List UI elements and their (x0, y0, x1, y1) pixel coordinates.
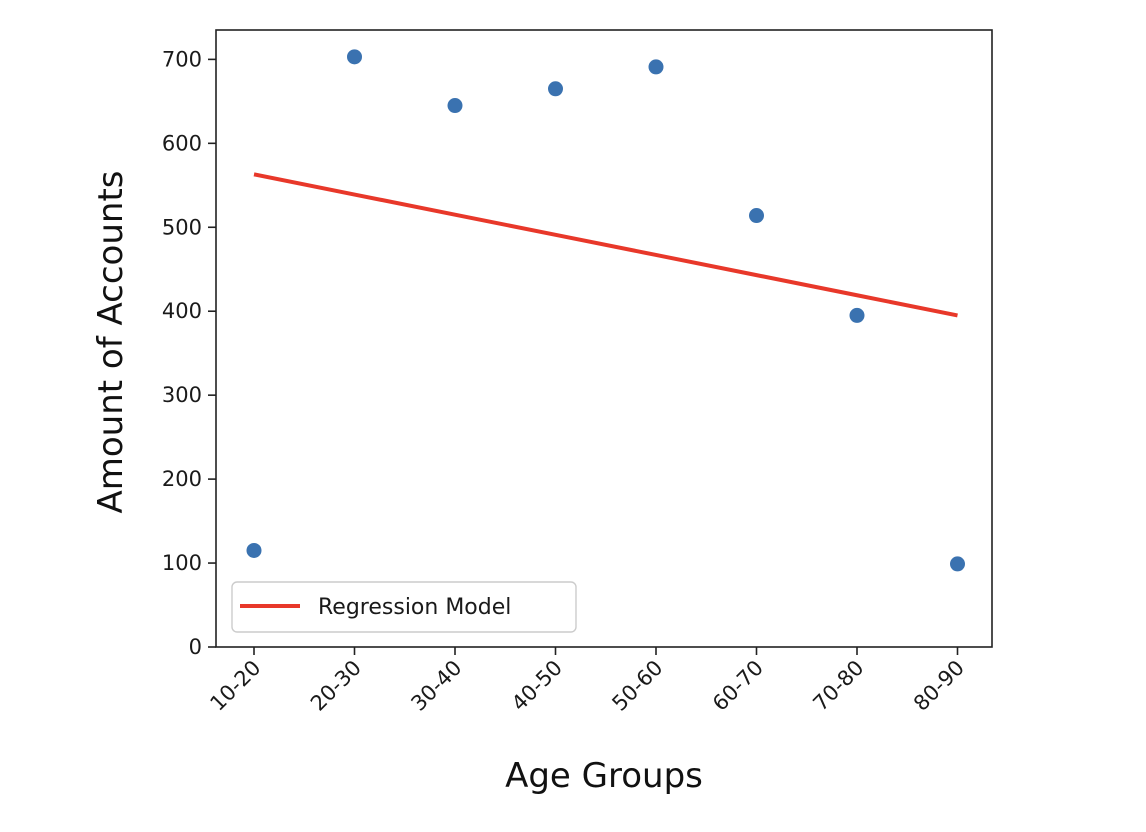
x-tick-label: 60-70 (708, 656, 768, 716)
x-tick-label: 80-90 (909, 656, 969, 716)
y-tick-label: 300 (162, 383, 202, 407)
data-point (548, 81, 563, 97)
x-tick-label: 40-50 (507, 656, 567, 716)
x-tick-label: 70-80 (808, 656, 868, 716)
y-axis-title: Amount of Accounts (91, 171, 131, 514)
plot-area (215, 29, 993, 648)
x-tick-label: 10-20 (205, 656, 265, 716)
x-tick-label: 30-40 (406, 656, 466, 716)
data-point (749, 208, 764, 224)
data-point (950, 556, 965, 572)
data-point (347, 49, 362, 65)
y-tick-label: 0 (189, 635, 202, 659)
data-point (246, 542, 262, 558)
y-tick-label: 200 (162, 467, 202, 491)
x-tick-label: 50-60 (607, 656, 667, 716)
data-point (648, 59, 664, 75)
x-tick-label: 20-30 (306, 656, 366, 716)
regression-line (253, 172, 958, 318)
legend: Regression Model (231, 581, 577, 633)
y-tick-label: 100 (162, 551, 202, 575)
y-tick-label: 600 (162, 131, 202, 155)
data-point (849, 307, 865, 323)
legend-box (231, 581, 577, 633)
y-tick-label: 700 (162, 47, 202, 71)
y-tick-label: 400 (162, 299, 202, 323)
x-axis: 10-20 20-30 30-40 40-50 50-60 60-70 70-80 80-90 (205, 647, 969, 716)
x-axis-title: Age Groups (505, 756, 703, 796)
scatter-points (246, 49, 965, 572)
y-axis: 0 100 200 300 400 500 600 700 (162, 47, 216, 659)
y-tick-label: 500 (162, 215, 202, 239)
data-point (447, 98, 463, 114)
regression-line-group (253, 172, 958, 318)
legend-label-regression: Regression Model (318, 595, 511, 620)
